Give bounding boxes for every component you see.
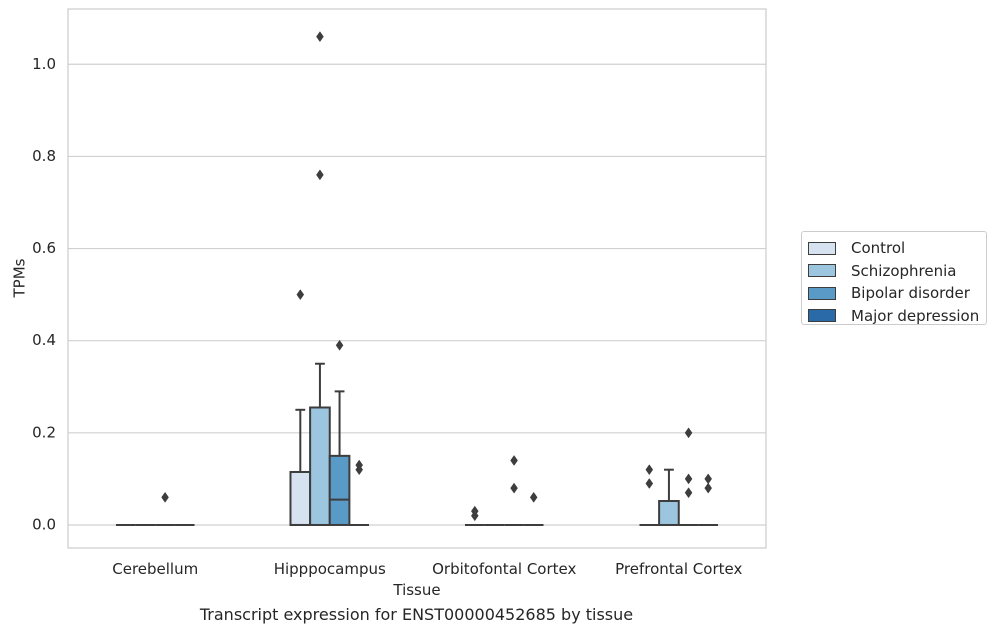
y-tick-label: 0.2 xyxy=(32,423,56,441)
x-tick-labels: Cerebellum Hipppocampus Orbitofontal Corte… xyxy=(112,560,742,578)
y-axis-label: TPMs xyxy=(11,258,29,298)
figure-caption: Transcript expression for ENST0000045268… xyxy=(199,605,634,624)
outlier-point xyxy=(296,289,305,301)
outlier-point xyxy=(645,464,654,476)
x-tick-label: Hipppocampus xyxy=(274,560,386,578)
legend-label: Control xyxy=(851,239,906,258)
box-body xyxy=(328,454,351,526)
outlier-point xyxy=(316,169,324,181)
y-tick-labels: 0.0 0.2 0.4 0.6 0.8 1.0 xyxy=(32,55,56,534)
outlier-point xyxy=(470,505,479,517)
outlier-point xyxy=(529,491,538,503)
legend-item: Schizophrenia xyxy=(808,260,986,283)
y-tick-label: 0.8 xyxy=(32,147,56,165)
legend-swatch xyxy=(808,286,836,300)
legend-label: Major depression xyxy=(851,306,980,325)
plot-background xyxy=(68,9,766,548)
x-tick-label: Prefrontal Cortex xyxy=(615,560,742,578)
legend: Control Schizophrenia Bipolar disorder Majo… xyxy=(801,231,987,325)
outlier-point xyxy=(510,482,518,494)
plot-frame xyxy=(67,8,767,549)
legend-label: Bipolar disorder xyxy=(851,284,970,303)
outlier-point xyxy=(704,473,713,485)
x-tick-label: Orbitofontal Cortex xyxy=(432,560,576,578)
outlier-point xyxy=(645,478,654,489)
box-schizophrenia xyxy=(309,362,331,526)
outlier-point xyxy=(510,455,518,466)
outlier-point xyxy=(355,459,364,471)
box-control xyxy=(289,408,312,526)
outlier-point xyxy=(704,482,713,494)
y-tick-label: 0.6 xyxy=(32,239,56,257)
box-bipolar-disorder xyxy=(328,390,351,526)
box-body xyxy=(289,470,312,526)
legend-item: Major depression xyxy=(808,305,986,328)
box-schizophrenia xyxy=(658,468,680,526)
outlier-point xyxy=(161,491,169,503)
x-tick-label: Cerebellum xyxy=(112,560,198,578)
outlier-point xyxy=(684,473,693,485)
outlier-point xyxy=(316,31,324,43)
y-tick-label: 1.0 xyxy=(32,55,56,73)
legend-swatch xyxy=(808,309,836,323)
outlier-points xyxy=(161,31,713,522)
x-axis-label: Tissue xyxy=(392,581,440,599)
legend-swatch xyxy=(808,241,836,255)
legend-swatch xyxy=(808,264,836,278)
box-body xyxy=(309,406,331,526)
outlier-point xyxy=(684,487,693,499)
legend-item: Control xyxy=(808,237,986,260)
outlier-point xyxy=(335,339,344,351)
legend-label: Schizophrenia xyxy=(851,261,957,280)
box-body xyxy=(658,500,680,526)
y-tick-label: 0.0 xyxy=(32,515,56,533)
y-tick-label: 0.4 xyxy=(32,331,56,349)
boxes xyxy=(115,362,719,526)
legend-item: Bipolar disorder xyxy=(808,282,986,305)
outlier-point xyxy=(684,427,693,439)
